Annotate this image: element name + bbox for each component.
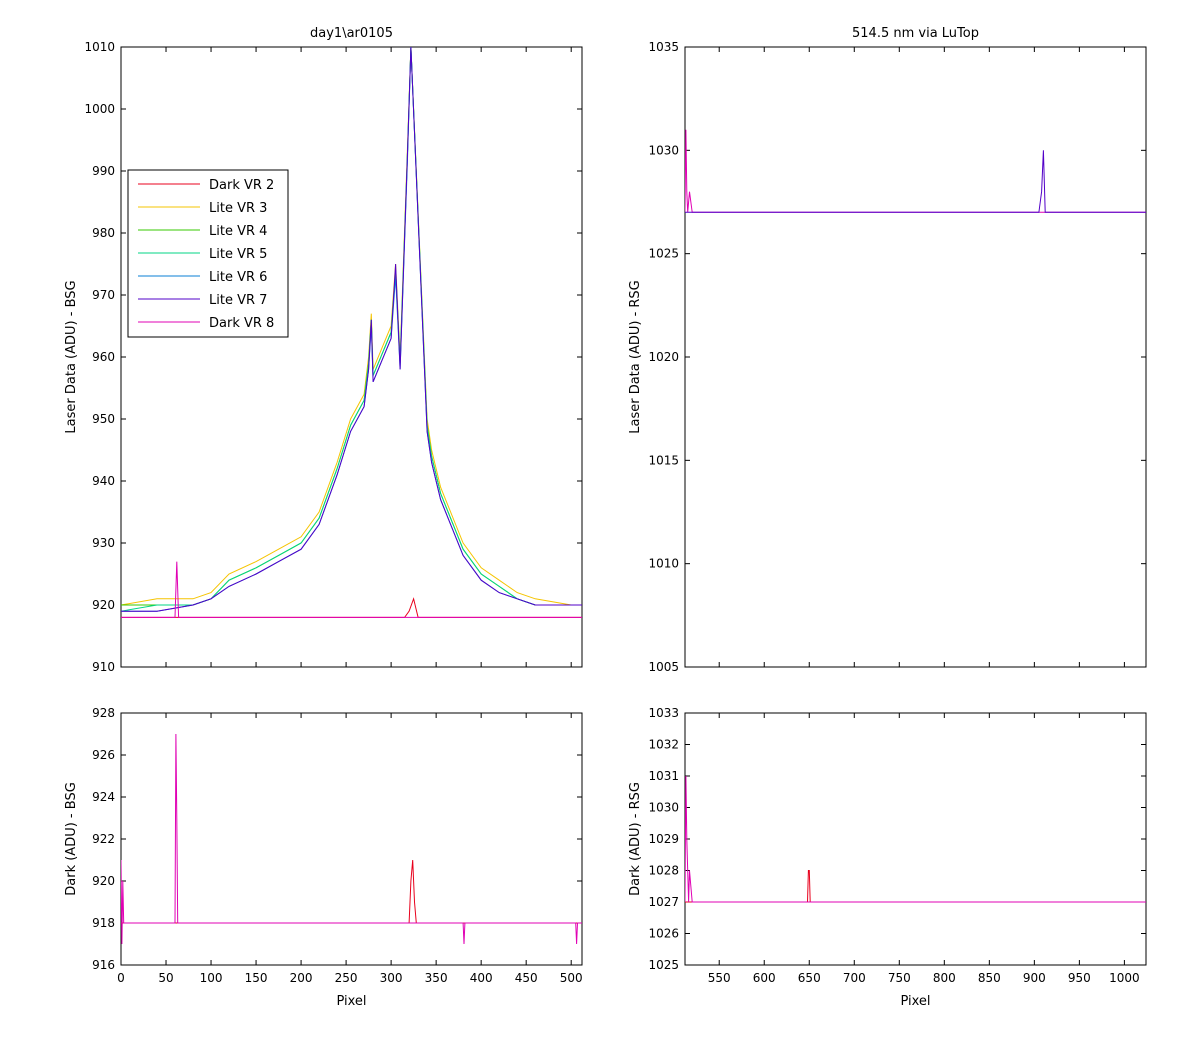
x-tick-label: 1000 (1109, 971, 1140, 985)
y-tick-label: 1020 (648, 350, 679, 364)
y-axis-label: Dark (ADU) - RSG (628, 782, 643, 896)
y-tick-label: 1025 (648, 958, 679, 972)
y-tick-label: 1029 (648, 832, 679, 846)
y-tick-label: 920 (92, 598, 115, 612)
legend-label: Dark VR 2 (209, 178, 274, 193)
x-tick-label: 700 (843, 971, 866, 985)
axes-frame (120, 712, 583, 966)
y-tick-label: 930 (92, 536, 115, 550)
y-tick-label: 910 (92, 660, 115, 674)
x-tick-label: 950 (1068, 971, 1091, 985)
x-tick-label: 600 (753, 971, 776, 985)
axes-frame (120, 46, 583, 668)
axes-title: day1\ar0105 (310, 26, 393, 41)
legend-label: Lite VR 7 (209, 293, 267, 308)
series-lite-vr-7 (685, 150, 1146, 213)
y-axis-label: Laser Data (ADU) - RSG (628, 280, 643, 434)
y-axis-label: Laser Data (ADU) - BSG (64, 280, 79, 433)
y-tick-label: 920 (92, 874, 115, 888)
x-tick-label: 50 (158, 971, 173, 985)
y-tick-label: 918 (92, 916, 115, 930)
y-tick-label: 1005 (648, 660, 679, 674)
y-tick-label: 1028 (648, 864, 679, 878)
x-tick-label: 800 (933, 971, 956, 985)
legend: Dark VR 2 Lite VR 3 Lite VR 4 Lite VR 5 Lite… (127, 169, 289, 338)
y-tick-label: 924 (92, 790, 115, 804)
y-tick-label: 1033 (648, 706, 679, 720)
y-tick-label: 1000 (84, 102, 115, 116)
y-tick-label: 1026 (648, 927, 679, 941)
axes-1: 910 920 930 940 950 960 970 980 990 1000 1010 day1\… (64, 26, 583, 674)
axes-title: 514.5 nm via LuTop (852, 26, 979, 41)
y-tick-label: 1025 (648, 247, 679, 261)
x-tick-label: 900 (1023, 971, 1046, 985)
x-axis-label: Pixel (900, 994, 930, 1009)
y-tick-label: 990 (92, 164, 115, 178)
legend-label: Lite VR 3 (209, 201, 267, 216)
x-tick-label: 550 (708, 971, 731, 985)
y-tick-label: 950 (92, 412, 115, 426)
series-group (685, 129, 1146, 213)
x-tick-label: 250 (335, 971, 358, 985)
series-group (685, 775, 1146, 903)
x-tick-label: 300 (380, 971, 403, 985)
x-axis-label: Pixel (336, 994, 366, 1009)
series-dark-vr-8 (121, 733, 582, 945)
x-tick-label: 0 (117, 971, 125, 985)
y-tick-label: 1027 (648, 895, 679, 909)
x-tick-label: 200 (290, 971, 313, 985)
plots: 91092093094095096097098099010001010day1\… (64, 26, 1147, 1009)
x-tick-label: 350 (425, 971, 448, 985)
x-tick-label: 750 (888, 971, 911, 985)
legend-label: Lite VR 4 (209, 224, 267, 239)
y-tick-label: 916 (92, 958, 115, 972)
series-lite-vr-7 (121, 47, 582, 612)
series-lite-vr-3 (121, 47, 582, 606)
series-dark-vr-8 (121, 561, 582, 618)
y-tick-label: 1010 (84, 40, 115, 54)
legend-label: Lite VR 6 (209, 270, 267, 285)
y-axis-label: Dark (ADU) - BSG (64, 782, 79, 896)
y-tick-label: 928 (92, 706, 115, 720)
y-tick-label: 940 (92, 474, 115, 488)
y-tick-label: 922 (92, 832, 115, 846)
y-tick-label: 926 (92, 748, 115, 762)
y-tick-label: 960 (92, 350, 115, 364)
y-tick-label: 1032 (648, 738, 679, 752)
series-group (121, 47, 582, 618)
y-tick-label: 1035 (648, 40, 679, 54)
series-group (121, 733, 582, 945)
y-tick-label: 1015 (648, 453, 679, 467)
y-tick-label: 970 (92, 288, 115, 302)
x-tick-label: 150 (245, 971, 268, 985)
axes-frame (684, 46, 1147, 668)
axes-3: 916 918 920 922 924 926 928 0 50 100 150 200 250 300 3… (64, 706, 583, 1009)
y-tick-label: 1030 (648, 801, 679, 815)
legend-label: Dark VR 8 (209, 316, 274, 331)
legend-label: Lite VR 5 (209, 247, 267, 262)
axes-4: 1025 1026 1027 1028 1029 1030 1031 1032 1033 550 6… (628, 706, 1147, 1009)
axes-frame (684, 712, 1147, 966)
y-tick-label: 1030 (648, 143, 679, 157)
x-tick-label: 650 (798, 971, 821, 985)
x-tick-label: 500 (560, 971, 583, 985)
series-lite-vr-5 (121, 47, 582, 612)
x-tick-label: 100 (200, 971, 223, 985)
y-tick-label: 980 (92, 226, 115, 240)
axes-2: 1005 1010 1015 1020 1025 1030 1035 514.5 nm via… (628, 26, 1147, 674)
y-tick-label: 1010 (648, 557, 679, 571)
x-tick-label: 450 (515, 971, 538, 985)
x-tick-label: 400 (470, 971, 493, 985)
x-tick-label: 850 (978, 971, 1001, 985)
series-dark-vr-8 (685, 775, 1146, 903)
y-tick-label: 1031 (648, 769, 679, 783)
